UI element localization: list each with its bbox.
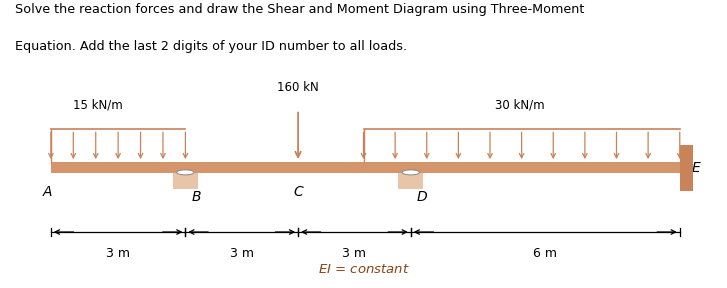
Bar: [51, 162, 680, 173]
Text: 160 kN: 160 kN: [277, 81, 319, 94]
Text: A: A: [42, 185, 52, 199]
Circle shape: [402, 170, 419, 175]
Text: 3 m: 3 m: [342, 247, 366, 259]
Text: B: B: [191, 190, 201, 204]
Text: 30 kN/m: 30 kN/m: [495, 99, 545, 112]
Text: 3 m: 3 m: [106, 247, 130, 259]
Bar: [398, 173, 423, 189]
Text: 3 m: 3 m: [230, 247, 254, 259]
Text: $EI$ = constant: $EI$ = constant: [318, 263, 409, 276]
Text: E: E: [692, 161, 701, 175]
Circle shape: [177, 170, 194, 175]
Text: 6 m: 6 m: [533, 247, 558, 259]
Text: Solve the reaction forces and draw the Shear and Moment Diagram using Three-Mome: Solve the reaction forces and draw the S…: [15, 3, 584, 16]
Text: 15 kN/m: 15 kN/m: [73, 99, 123, 112]
Bar: [173, 173, 198, 189]
Text: Equation. Add the last 2 digits of your ID number to all loads.: Equation. Add the last 2 digits of your …: [15, 40, 406, 53]
Text: D: D: [417, 190, 427, 204]
Bar: [680, 145, 693, 191]
Text: C: C: [293, 185, 303, 199]
